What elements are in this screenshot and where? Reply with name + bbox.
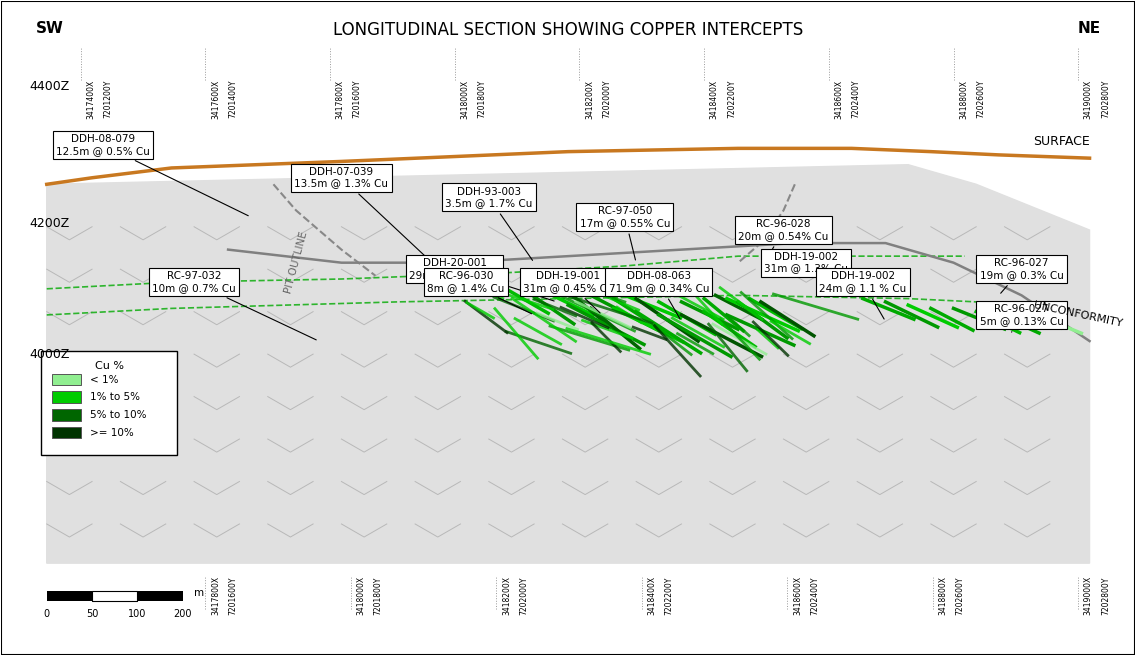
Text: 3418600X: 3418600X [835, 80, 843, 119]
FancyBboxPatch shape [41, 351, 177, 455]
Bar [53, 426, 80, 438]
Text: PIT OUTLINE: PIT OUTLINE [283, 231, 310, 295]
Bar [53, 409, 80, 420]
Text: DDH-07-039
13.5m @ 1.3% Cu: DDH-07-039 13.5m @ 1.3% Cu [295, 167, 430, 261]
Text: 7202000Y: 7202000Y [520, 576, 528, 615]
Text: DDH-08-063
71.9m @ 0.34% Cu: DDH-08-063 71.9m @ 0.34% Cu [609, 272, 709, 319]
Text: RC-97-032
10m @ 0.7% Cu: RC-97-032 10m @ 0.7% Cu [153, 272, 317, 340]
Text: Cu %: Cu % [94, 361, 124, 371]
Text: DDH-19-002
31m @ 1.3% Cu: DDH-19-002 31m @ 1.3% Cu [764, 252, 848, 293]
Text: 7201600Y: 7201600Y [353, 80, 361, 118]
Text: < 1%: < 1% [89, 375, 118, 384]
Text: 7202000Y: 7202000Y [602, 80, 611, 118]
Text: SW: SW [36, 21, 63, 36]
Text: RC-96-030
8m @ 1.4% Cu: RC-96-030 8m @ 1.4% Cu [428, 272, 531, 314]
Text: 3418000X: 3418000X [460, 80, 469, 119]
Text: 7202200Y: 7202200Y [727, 80, 736, 118]
Text: 0: 0 [44, 609, 49, 619]
Text: 3418600X: 3418600X [793, 576, 802, 615]
Bar [53, 374, 80, 386]
Text: 3418400X: 3418400X [648, 576, 656, 615]
Text: 4200Z: 4200Z [30, 217, 70, 230]
Text: DDH-20-001
29m @ 2.77% Cu: DDH-20-001 29m @ 2.77% Cu [409, 258, 554, 301]
Polygon shape [47, 165, 1090, 563]
Text: 7201800Y: 7201800Y [374, 576, 383, 615]
Text: 7202600Y: 7202600Y [976, 80, 985, 118]
Text: NE: NE [1078, 21, 1101, 36]
Text: 4400Z: 4400Z [30, 80, 70, 92]
Text: 3418000X: 3418000X [357, 576, 366, 615]
Text: 50: 50 [86, 609, 99, 619]
Text: RC-96-027
5m @ 0.13% Cu: RC-96-027 5m @ 0.13% Cu [980, 304, 1063, 332]
Text: RC-97-050
17m @ 0.55% Cu: RC-97-050 17m @ 0.55% Cu [579, 206, 670, 260]
Text: 3418800X: 3418800X [959, 80, 968, 119]
Text: SURFACE: SURFACE [1033, 135, 1090, 148]
Text: RC-96-027
19m @ 0.3% Cu: RC-96-027 19m @ 0.3% Cu [980, 258, 1063, 293]
Text: 3418800X: 3418800X [938, 576, 947, 615]
Text: 3417600X: 3417600X [211, 80, 220, 119]
Text: DDH-93-003
3.5m @ 1.7% Cu: DDH-93-003 3.5m @ 1.7% Cu [445, 186, 532, 260]
Text: 4000Z: 4000Z [30, 348, 70, 361]
Text: 3417800X: 3417800X [336, 80, 345, 119]
Text: 7201800Y: 7201800Y [477, 80, 486, 118]
Text: 7202800Y: 7202800Y [1101, 80, 1110, 118]
Text: 3419000X: 3419000X [1084, 576, 1093, 615]
Text: 3418200X: 3418200X [585, 80, 594, 119]
Text: 7202200Y: 7202200Y [664, 576, 673, 615]
Text: LONGITUDINAL SECTION SHOWING COPPER INTERCEPTS: LONGITUDINAL SECTION SHOWING COPPER INTE… [333, 21, 803, 39]
Text: 3417800X: 3417800X [211, 576, 220, 615]
Text: 3419000X: 3419000X [1084, 80, 1093, 119]
Bar [53, 392, 80, 403]
Text: 3417400X: 3417400X [86, 80, 95, 119]
Text: >= 10%: >= 10% [89, 428, 133, 438]
Text: UNCONFORMITY: UNCONFORMITY [1033, 300, 1124, 329]
Text: 7201400Y: 7201400Y [228, 80, 237, 118]
Text: 7202800Y: 7202800Y [1101, 576, 1110, 615]
Text: 1% to 5%: 1% to 5% [89, 392, 140, 402]
Text: 3418200X: 3418200X [502, 576, 512, 615]
Text: 7202400Y: 7202400Y [810, 576, 819, 615]
Text: 7202400Y: 7202400Y [851, 80, 860, 118]
Text: 200: 200 [173, 609, 192, 619]
Text: 7201600Y: 7201600Y [228, 576, 237, 615]
Text: RC-96-028
20m @ 0.54% Cu: RC-96-028 20m @ 0.54% Cu [739, 219, 828, 267]
Text: DDH-08-079
12.5m @ 0.5% Cu: DDH-08-079 12.5m @ 0.5% Cu [56, 134, 248, 216]
Text: 100: 100 [128, 609, 147, 619]
Text: DDH-19-001
31m @ 0.45% Cu: DDH-19-001 31m @ 0.45% Cu [523, 272, 614, 313]
Text: 7202600Y: 7202600Y [955, 576, 965, 615]
Text: m: m [194, 588, 204, 598]
Text: DDH-19-002
24m @ 1.1 % Cu: DDH-19-002 24m @ 1.1 % Cu [819, 272, 906, 319]
Text: 7201200Y: 7201200Y [103, 80, 112, 118]
Text: 5% to 10%: 5% to 10% [89, 410, 147, 420]
Text: 3418400X: 3418400X [710, 80, 719, 119]
